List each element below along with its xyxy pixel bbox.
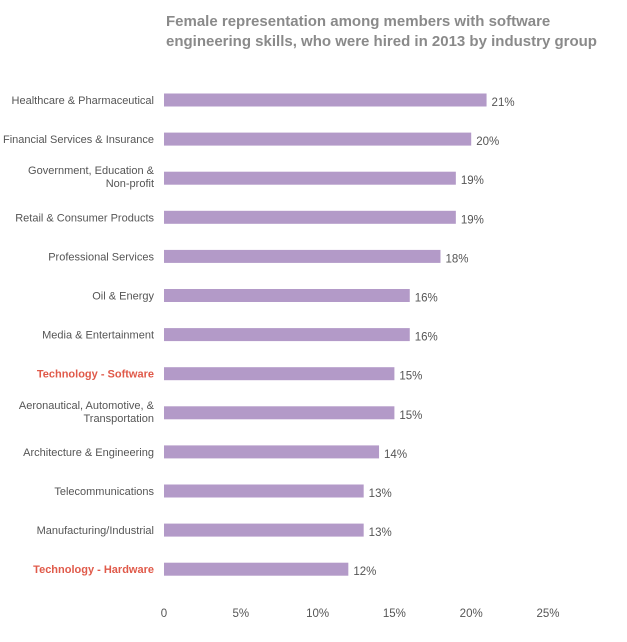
value-label: 13% xyxy=(369,488,392,500)
category-label: Technology - Software xyxy=(37,369,154,381)
bar xyxy=(164,249,441,263)
category-label: Manufacturing/Industrial xyxy=(37,525,154,537)
value-label: 18% xyxy=(445,253,468,265)
value-label: 21% xyxy=(492,97,515,109)
category-label: Financial Services & Insurance xyxy=(3,134,154,146)
category-label: Healthcare & Pharmaceutical xyxy=(12,95,154,107)
category-label-line: Government, Education & xyxy=(28,165,155,177)
bar xyxy=(164,367,395,381)
value-label: 19% xyxy=(461,175,484,187)
value-label: 15% xyxy=(399,410,422,422)
category-label: Retail & Consumer Products xyxy=(15,212,154,224)
bar xyxy=(164,484,364,498)
bar xyxy=(164,171,456,185)
category-label: Government, Education & Non-profit xyxy=(28,165,155,190)
value-label: 16% xyxy=(415,332,438,344)
chart-title-line-1: Female representation among members with… xyxy=(166,13,551,30)
x-tick-label: 15% xyxy=(383,608,406,620)
bar xyxy=(164,562,349,576)
category-label: Media & Entertainment xyxy=(42,330,154,342)
category-label: Architecture & Engineering xyxy=(23,447,154,459)
chart-title: Female representation among members with… xyxy=(166,12,606,52)
value-label: 20% xyxy=(476,136,499,148)
x-tick-label: 5% xyxy=(232,608,249,620)
bar xyxy=(164,93,487,107)
category-label-line: Non-profit xyxy=(106,178,154,190)
category-label-line: Aeronautical, Automotive, & xyxy=(19,400,155,412)
bar xyxy=(164,328,410,342)
value-label: 15% xyxy=(399,371,422,383)
bar xyxy=(164,289,410,302)
value-label: 16% xyxy=(415,293,438,305)
chart-title-line-2: engineering skills, who were hired in 20… xyxy=(166,33,597,50)
category-label: Professional Services xyxy=(48,251,154,263)
bar xyxy=(164,445,380,459)
value-label: 14% xyxy=(384,449,407,461)
category-label: Oil & Energy xyxy=(92,291,154,303)
category-label: Telecommunications xyxy=(54,486,154,498)
x-tick-label: 0 xyxy=(161,608,167,620)
x-tick-label: 20% xyxy=(460,608,483,620)
x-tick-label: 10% xyxy=(306,608,329,620)
bar xyxy=(164,406,395,420)
category-label: Technology - Hardware xyxy=(33,564,154,576)
category-label: Aeronautical, Automotive, & Transportatio… xyxy=(19,400,155,425)
value-label: 12% xyxy=(353,566,376,578)
value-label: 13% xyxy=(369,527,392,539)
value-label: 19% xyxy=(461,214,484,226)
bar xyxy=(164,210,456,224)
x-tick-label: 25% xyxy=(536,608,559,620)
bar xyxy=(164,523,364,537)
bar xyxy=(164,132,472,146)
category-label-line: Transportation xyxy=(83,413,154,425)
